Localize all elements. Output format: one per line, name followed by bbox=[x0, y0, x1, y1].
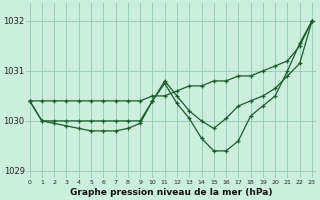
X-axis label: Graphe pression niveau de la mer (hPa): Graphe pression niveau de la mer (hPa) bbox=[69, 188, 272, 197]
